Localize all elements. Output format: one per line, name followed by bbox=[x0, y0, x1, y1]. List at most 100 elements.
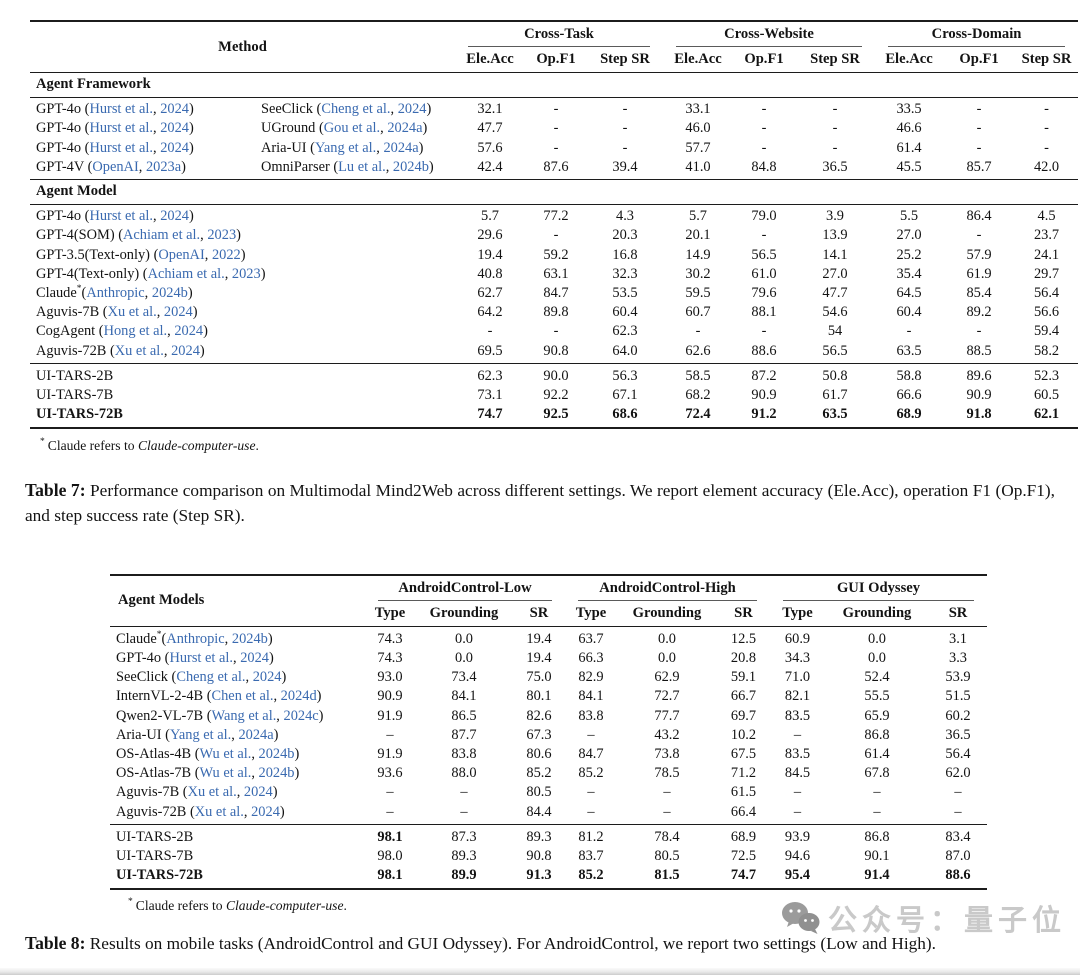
citation-link[interactable]: 2024b bbox=[151, 284, 188, 301]
metric-cell: 0.0 bbox=[868, 630, 887, 647]
subcolumn-header: Step SR bbox=[1015, 48, 1079, 74]
metric-cell: 60.9 bbox=[784, 630, 811, 647]
subcolumn-header: Grounding bbox=[617, 602, 717, 628]
metric-cell: 58.8 bbox=[875, 363, 944, 386]
metric-cell: 89.3 bbox=[451, 848, 477, 864]
metric-cell: 42.4 bbox=[477, 158, 503, 175]
citation-link[interactable]: Cheng et al. bbox=[176, 669, 246, 686]
metric-cell: 51.5 bbox=[945, 688, 971, 705]
table7-mind2web-results: Method Cross-Task Cross-Website Cross-Domai… bbox=[30, 20, 1079, 429]
metric-cell: 72.7 bbox=[654, 688, 680, 705]
citation-link[interactable]: Hurst et al. bbox=[89, 101, 153, 118]
metric-cell: – bbox=[873, 803, 881, 820]
metric-cell: 57.6 bbox=[477, 139, 503, 156]
model-cell: UI-TARS-7B bbox=[36, 386, 114, 403]
metric-cell: 68.2 bbox=[685, 386, 711, 403]
citation-link[interactable]: 2024a bbox=[383, 139, 419, 156]
metric-cell: 77.2 bbox=[543, 208, 569, 225]
metric-cell: 88.0 bbox=[451, 765, 477, 782]
citation-link[interactable]: 2024 bbox=[397, 101, 427, 118]
citation-link[interactable]: 2024 bbox=[160, 120, 189, 137]
citation-link[interactable]: Xu et al. bbox=[107, 304, 157, 321]
table-row: GPT-3.5(Text-only) (OpenAI, 2022) 19.4 59.… bbox=[30, 246, 1078, 265]
citation-link[interactable]: Yang et al. bbox=[169, 726, 232, 743]
citation-link[interactable]: 2024b bbox=[258, 745, 295, 762]
citation-link[interactable]: 2023a bbox=[145, 158, 182, 175]
citation-link[interactable]: Xu et al. bbox=[194, 803, 244, 820]
metric-cell: 4.5 bbox=[1037, 208, 1056, 225]
citation-link[interactable]: 2024b bbox=[231, 630, 268, 647]
citation-link[interactable]: 2024b bbox=[258, 765, 295, 782]
citation-link[interactable]: 2024 bbox=[163, 304, 193, 321]
citation-link[interactable]: Gou et al. bbox=[323, 120, 381, 137]
citation-link[interactable]: Hurst et al. bbox=[89, 139, 153, 156]
group-underline bbox=[468, 45, 651, 48]
metric-cell: 3.1 bbox=[949, 630, 968, 647]
metric-cell: 57.9 bbox=[966, 246, 992, 263]
metric-cell: 82.6 bbox=[526, 707, 552, 724]
citation-link[interactable]: OpenAI bbox=[92, 158, 139, 175]
citation-link[interactable]: 2024 bbox=[174, 323, 204, 340]
metric-cell: 3.9 bbox=[826, 208, 845, 225]
metric-cell: 62.6 bbox=[685, 342, 711, 359]
metric-cell: - bbox=[553, 101, 559, 118]
citation-link[interactable]: Cheng et al. bbox=[321, 101, 391, 118]
citation-link[interactable]: Anthropic bbox=[166, 630, 225, 647]
group-header: Cross-Website bbox=[663, 21, 875, 48]
metric-cell: – bbox=[663, 784, 671, 801]
table-row: GPT-4(SOM) (Achiam et al., 2023) 29.6 - 20.… bbox=[30, 226, 1078, 245]
metric-cell: 86.5 bbox=[451, 707, 477, 724]
citation-link[interactable]: Anthropic bbox=[86, 284, 145, 301]
citation-link[interactable]: Wu et al. bbox=[199, 745, 252, 762]
metric-cell: 46.6 bbox=[896, 120, 922, 137]
citation-link[interactable]: 2023 bbox=[231, 265, 261, 282]
citation-link[interactable]: 2024 bbox=[171, 342, 200, 359]
metric-cell: 83.8 bbox=[451, 745, 477, 762]
metric-cell: 94.6 bbox=[784, 848, 811, 864]
citation-link[interactable]: Achiam et al. bbox=[123, 227, 201, 244]
citation-link[interactable]: 2024c bbox=[283, 707, 319, 724]
citation-link[interactable]: OpenAI bbox=[158, 246, 205, 263]
metric-cell: 88.1 bbox=[751, 304, 777, 321]
metric-cell: 89.8 bbox=[543, 304, 569, 321]
citation-link[interactable]: 2023 bbox=[207, 227, 237, 244]
metric-cell: 74.3 bbox=[377, 649, 403, 666]
metric-cell: 85.4 bbox=[966, 284, 992, 301]
citation-link[interactable]: 2022 bbox=[211, 246, 241, 263]
citation-link[interactable]: 2024 bbox=[160, 208, 189, 225]
metric-cell: 56.6 bbox=[1033, 304, 1060, 321]
metric-cell: 24.1 bbox=[1033, 246, 1060, 263]
citation-link[interactable]: 2024 bbox=[251, 803, 280, 820]
citation-link[interactable]: Wu et al. bbox=[199, 765, 252, 782]
citation-link[interactable]: Xu et al. bbox=[114, 342, 164, 359]
citation-link[interactable]: Hurst et al. bbox=[89, 120, 153, 137]
citation-link[interactable]: Xu et al. bbox=[187, 784, 237, 801]
citation-link[interactable]: Hong et al. bbox=[103, 323, 168, 340]
citation-link[interactable]: Hurst et al. bbox=[89, 208, 153, 225]
model-column-header: Agent Models bbox=[110, 574, 365, 628]
metric-cell: 27.0 bbox=[822, 265, 848, 282]
citation-link[interactable]: 2024a bbox=[387, 120, 423, 137]
citation-link[interactable]: 2024b bbox=[392, 158, 429, 175]
metric-cell: 87.6 bbox=[543, 158, 569, 175]
citation-link[interactable]: 2024 bbox=[252, 669, 282, 686]
citation-link[interactable]: Wang et al. bbox=[211, 707, 277, 724]
citation-link[interactable]: Lu et al. bbox=[338, 158, 386, 175]
citation-link[interactable]: Chen et al. bbox=[211, 688, 274, 705]
citation-link[interactable]: 2024 bbox=[160, 101, 189, 118]
metric-cell: 81.5 bbox=[654, 867, 680, 884]
table-row: GPT-4(Text-only) (Achiam et al., 2023) 40… bbox=[30, 265, 1078, 284]
citation-link[interactable]: Achiam et al. bbox=[147, 265, 225, 282]
citation-link[interactable]: 2024 bbox=[243, 784, 273, 801]
citation-link[interactable]: Yang et al. bbox=[314, 139, 377, 156]
metric-cell: 66.7 bbox=[730, 688, 757, 705]
citation-link[interactable]: 2024a bbox=[238, 726, 274, 743]
metric-cell: - bbox=[553, 227, 559, 244]
citation-link[interactable]: 2024d bbox=[280, 688, 317, 705]
citation-link[interactable]: 2024 bbox=[160, 139, 189, 156]
metric-cell: 54.6 bbox=[822, 304, 848, 321]
citation-link[interactable]: 2024 bbox=[240, 649, 269, 666]
citation-link[interactable]: Hurst et al. bbox=[169, 649, 233, 666]
metric-cell: 95.4 bbox=[784, 867, 811, 884]
metric-cell: 47.7 bbox=[477, 120, 503, 137]
